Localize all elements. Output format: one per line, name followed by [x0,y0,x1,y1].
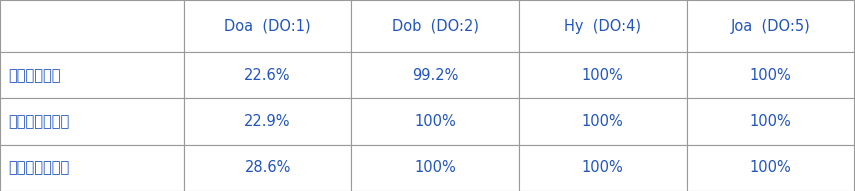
Bar [351,145,519,191]
Bar [0,52,184,98]
Bar [0,145,184,191]
Bar [184,52,351,98]
Text: Joa  (DO:5): Joa (DO:5) [730,19,811,34]
Text: 100%: 100% [750,68,791,83]
Bar [351,52,519,98]
Text: 다문화가정성인: 다문화가정성인 [9,160,70,175]
Bar [184,98,351,145]
Text: Hy  (DO:4): Hy (DO:4) [564,19,641,34]
Text: 100%: 100% [750,160,791,175]
Bar [519,98,687,145]
Bar [687,145,854,191]
Text: Dob  (DO:2): Dob (DO:2) [392,19,479,34]
Bar [184,0,351,52]
Text: 100%: 100% [750,114,791,129]
Text: 100%: 100% [415,160,456,175]
Text: 22.6%: 22.6% [245,68,291,83]
Bar [351,0,519,52]
Text: 28.6%: 28.6% [245,160,291,175]
Bar [519,52,687,98]
Bar [0,0,184,52]
Text: 100%: 100% [415,114,456,129]
Bar [0,98,184,145]
Text: Doa  (DO:1): Doa (DO:1) [224,19,311,34]
Bar [351,98,519,145]
Text: 99.2%: 99.2% [412,68,458,83]
Text: 다문화가정자녀: 다문화가정자녀 [9,114,70,129]
Text: 100%: 100% [582,160,623,175]
Bar [687,98,854,145]
Text: 22.9%: 22.9% [245,114,291,129]
Bar [519,145,687,191]
Bar [519,0,687,52]
Text: 100%: 100% [582,68,623,83]
Text: 100%: 100% [582,114,623,129]
Bar [687,0,854,52]
Bar [687,52,854,98]
Text: 일반가정자녀: 일반가정자녀 [9,68,61,83]
Bar [184,145,351,191]
